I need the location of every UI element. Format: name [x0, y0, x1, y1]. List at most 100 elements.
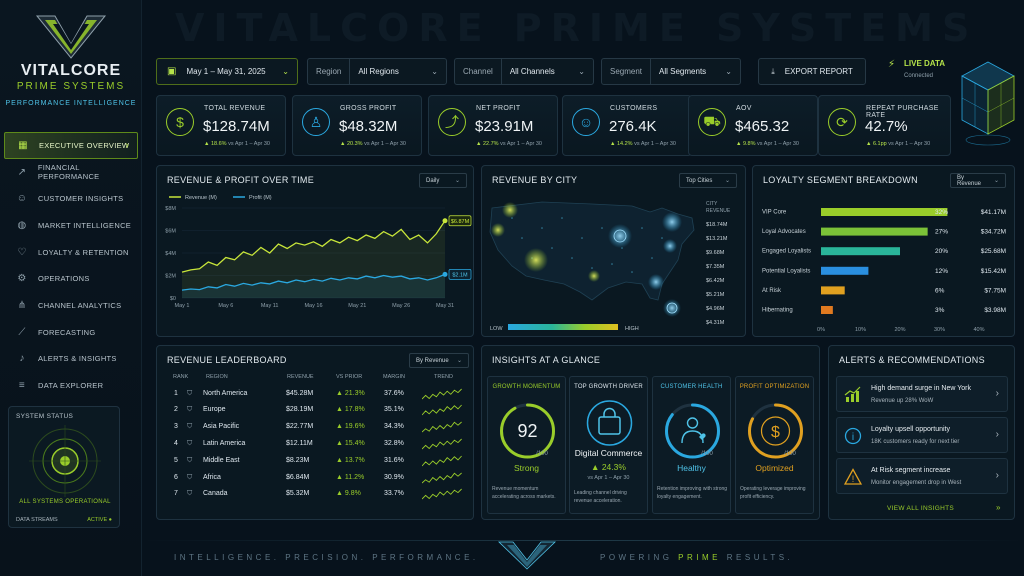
column-header-margin: MARGIN: [383, 374, 405, 380]
footer-slogan-part: RESULTS.: [721, 553, 794, 562]
kpi-change: ▲ 22.7% vs Apr 1 – Apr 30: [476, 141, 542, 147]
period-select[interactable]: Daily ⌄: [419, 173, 467, 188]
revenue-cell: $5.32M: [286, 490, 310, 498]
insight-compare: vs Apr 1 – Apr 30: [587, 475, 630, 481]
sidebar-item-operations[interactable]: ⚙ OPERATIONS: [0, 265, 142, 292]
revenue-end-label: $6.87M: [448, 215, 472, 227]
margin-cell: 34.3%: [384, 423, 404, 431]
revenue-cell: $28.19M: [286, 406, 314, 414]
city-marker[interactable]: [663, 299, 681, 317]
region-shield-icon: ⛉: [187, 406, 193, 414]
segment-value: $7.75M: [984, 287, 1006, 294]
table-row[interactable]: 2 ⛉ Europe $28.19M ▲ 17.8% 35.1%: [166, 402, 466, 419]
insight-description: Leading channel driving revenue accelera…: [574, 490, 627, 504]
table-row[interactable]: 1 ⛉ North America $45.28M ▲ 21.3% 37.6%: [166, 386, 466, 403]
sidebar-item-executive-overview[interactable]: ▦ EXECUTIVE OVERVIEW ›: [4, 132, 138, 159]
city-marker[interactable]: [648, 274, 664, 290]
rank-cell: 5: [174, 456, 178, 464]
cart-icon: ⛟: [698, 108, 726, 136]
region-cell: Africa: [203, 473, 221, 481]
data-cube-icon: [961, 61, 1015, 146]
sidebar-item-channel-analytics[interactable]: ⋔ CHANNEL ANALYTICS: [0, 292, 142, 319]
sidebar-item-customer-insights[interactable]: ☺ CUSTOMER INSIGHTS: [0, 185, 142, 212]
leaderboard-metric-select[interactable]: By Revenue ⌄: [409, 353, 469, 368]
data-streams-value: ACTIVE ●: [87, 517, 112, 523]
sidebar-item-label: CHANNEL ANALYTICS: [38, 300, 122, 310]
sidebar-item-market-intelligence[interactable]: ◍ MARKET INTELLIGENCE: [0, 212, 142, 239]
alert-title: Loyalty upsell opportunity: [871, 426, 950, 433]
alert-item-demand-surge[interactable]: High demand surge in New York Revenue up…: [836, 376, 1008, 412]
city-marker[interactable]: [491, 223, 505, 237]
segment-select[interactable]: Segment All Segments ⌄: [601, 58, 741, 85]
revenue-cell: $6.84M: [286, 473, 310, 481]
alert-item-at-risk-increase[interactable]: ! At Risk segment increase Monitor engag…: [836, 458, 1008, 494]
city-marker[interactable]: [502, 202, 518, 218]
segment-bar: [821, 306, 833, 314]
y-tick-label: $0: [170, 296, 176, 302]
user-icon: ☺: [16, 193, 28, 205]
alert-detail: 18K customers ready for next tier: [871, 439, 960, 445]
channel-select[interactable]: Channel All Channels ⌄: [454, 58, 594, 85]
kpi-change-value: ▲ 22.7%: [476, 141, 499, 147]
legend-title: CITY: [706, 201, 718, 207]
vs-prior-cell: ▲ 15.4%: [336, 439, 365, 447]
sidebar-item-label: FINANCIAL PERFORMANCE: [37, 163, 100, 182]
column-header-rank: RANK: [173, 374, 189, 380]
insight-card-profit-optimization[interactable]: PROFIT OPTIMIZATION $ /100 Optimized Ope…: [735, 376, 814, 514]
city-marker[interactable]: [588, 270, 600, 282]
chevron-logo-icon: [35, 15, 107, 59]
date-range-picker[interactable]: ▣ May 1 – May 31, 2025 ⌄: [156, 58, 298, 85]
revenue-series-line: [181, 220, 446, 273]
insight-card-growth-momentum[interactable]: GROWTH MOMENTUM 92 /100 Strong Revenue m…: [487, 376, 566, 514]
segment-label: Engaged Loyalists: [762, 249, 811, 255]
region-shield-icon: ⛉: [187, 490, 193, 498]
x-tick-label: 10%: [855, 327, 866, 333]
x-tick-label: 20%: [894, 327, 905, 333]
kpi-change-value: ▲ 18.6%: [204, 141, 227, 147]
table-row[interactable]: 4 ⛉ Latin America $12.11M ▲ 15.4% 32.8%: [166, 436, 466, 453]
revenue-cell: $45.28M: [286, 389, 314, 397]
sidebar-item-forecasting[interactable]: ⟋ FORECASTING: [0, 319, 142, 346]
margin-cell: 37.6%: [384, 389, 404, 397]
table-row[interactable]: 7 ⛉ Canada $5.32M ▲ 9.8% 33.7%: [166, 486, 466, 503]
kpi-label: NET PROFIT: [476, 105, 521, 112]
trend-sparkline: [422, 438, 462, 450]
sidebar-item-data-explorer[interactable]: ≡ DATA EXPLORER: [0, 372, 142, 399]
region-select[interactable]: Region All Regions ⌄: [307, 58, 447, 85]
alert-item-loyalty-upsell[interactable]: i Loyalty upsell opportunity 18K custome…: [836, 417, 1008, 453]
brand-subname: PRIME SYSTEMS: [16, 81, 126, 92]
region-cell: Latin America: [203, 439, 246, 447]
view-all-insights-link[interactable]: VIEW ALL INSIGHTS: [887, 505, 954, 512]
city-marker[interactable]: [524, 248, 548, 272]
channel-value: All Channels: [509, 67, 555, 76]
insight-change: ▲ 24.3%: [591, 462, 626, 472]
insight-card-customer-health[interactable]: CUSTOMER HEALTH /100 Healthy Retention i…: [652, 376, 731, 514]
loyalty-metric-select[interactable]: By Revenue ⌄: [950, 173, 1006, 188]
city-marker[interactable]: [662, 212, 682, 232]
sidebar-item-financial-performance[interactable]: ↗ FINANCIAL PERFORMANCE: [0, 159, 142, 186]
sidebar-item-loyalty-retention[interactable]: ♡ LOYALTY & RETENTION: [0, 239, 142, 266]
top-cities-select[interactable]: Top Cities ⌄: [679, 173, 737, 188]
city-marker[interactable]: [608, 224, 632, 248]
data-streams-label: DATA STREAMS: [16, 517, 58, 523]
insight-card-top-growth-driver[interactable]: TOP GROWTH DRIVER Digital Commerce ▲ 24.…: [569, 376, 648, 514]
city-marker[interactable]: [663, 239, 677, 253]
insight-value: Digital Commerce: [574, 448, 643, 458]
sidebar-item-alerts-insights[interactable]: ♪ ALERTS & INSIGHTS: [0, 346, 142, 373]
table-row[interactable]: 6 ⛉ Africa $6.84M ▲ 11.2% 30.9%: [166, 470, 466, 487]
column-header-trend: TREND: [434, 374, 453, 380]
table-row[interactable]: 5 ⛉ Middle East $8.23M ▲ 13.7% 31.6%: [166, 453, 466, 470]
footer-slogan: POWERING PRIME RESULTS.: [600, 553, 793, 562]
segment-label: Segment: [602, 59, 652, 84]
revenue-profit-panel: REVENUE & PROFIT OVER TIME Daily ⌄ Reven…: [156, 165, 474, 337]
segment-label: Potential Loyalists: [762, 268, 810, 274]
segment-value: All Segments: [659, 67, 707, 76]
gauge-icon: 92 /100: [500, 403, 555, 459]
chevron-down-icon: ⌄: [282, 67, 289, 76]
export-report-button[interactable]: ⤓ EXPORT REPORT: [758, 58, 866, 85]
table-row[interactable]: 3 ⛉ Asia Pacific $22.77M ▲ 19.6% 34.3%: [166, 419, 466, 436]
insight-heading: PROFIT OPTIMIZATION: [739, 384, 810, 390]
revenue-leaderboard-panel: REVENUE LEADERBOARD By Revenue ⌄: [156, 345, 474, 520]
logo: VITALCORE PRIME SYSTEMS PERFORMANCE INTE…: [0, 14, 142, 107]
legend-value: $9.68M: [706, 250, 725, 256]
